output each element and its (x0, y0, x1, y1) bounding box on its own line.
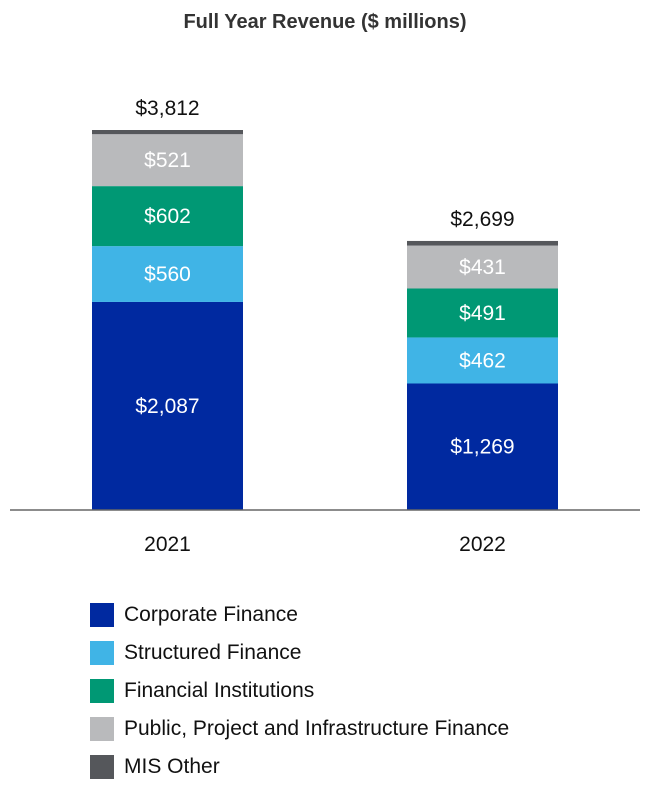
bar-segment-financial-institutions-2021 (92, 186, 243, 247)
data-label: $2,087 (135, 395, 199, 418)
data-label: $462 (459, 349, 506, 372)
legend-label: Financial Institutions (124, 679, 315, 702)
legend-swatch (90, 679, 114, 703)
legend-item: Structured Finance (90, 634, 509, 672)
bar-segment-corporate-finance-2021 (92, 301, 243, 510)
total-label: $2,699 (450, 208, 514, 231)
legend-item: MIS Other (90, 748, 509, 786)
data-label: $491 (459, 302, 506, 325)
bar-segment-corporate-finance-2022 (407, 383, 558, 510)
legend-label: Structured Finance (124, 641, 302, 664)
data-label: $1,269 (450, 436, 514, 459)
legend-swatch (90, 755, 114, 779)
bar-segment-mis-other-2021 (92, 130, 243, 135)
legend: Corporate Finance Structured Finance Finan… (90, 596, 509, 786)
data-label: $431 (459, 256, 506, 279)
data-label: $560 (144, 263, 191, 286)
total-label: $3,812 (135, 97, 199, 120)
bar-segment-public-project-and-infrastructure-finance-2022 (407, 245, 558, 289)
bar-segment-mis-other-2022 (407, 240, 558, 246)
bar-segment-public-project-and-infrastructure-finance-2021 (92, 134, 243, 187)
bar-segment-structured-finance-2021 (92, 246, 243, 302)
x-tick-label: 2022 (459, 533, 506, 556)
legend-label: Public, Project and Infrastructure Finan… (124, 717, 510, 740)
data-label: $521 (144, 149, 191, 172)
legend-label: Corporate Finance (124, 603, 298, 626)
legend-item: Corporate Finance (90, 596, 509, 634)
legend-item: Financial Institutions (90, 672, 509, 710)
chart-title: Full Year Revenue ($ millions) (183, 11, 466, 33)
legend-swatch (90, 641, 114, 665)
x-tick-label: 2021 (144, 533, 191, 556)
legend-item: Public, Project and Infrastructure Finan… (90, 710, 509, 748)
legend-swatch (90, 603, 114, 627)
bar-segment-financial-institutions-2022 (407, 288, 558, 338)
data-label: $602 (144, 205, 191, 228)
bar-segment-structured-finance-2022 (407, 337, 558, 384)
legend-swatch (90, 717, 114, 741)
legend-label: MIS Other (124, 755, 220, 778)
